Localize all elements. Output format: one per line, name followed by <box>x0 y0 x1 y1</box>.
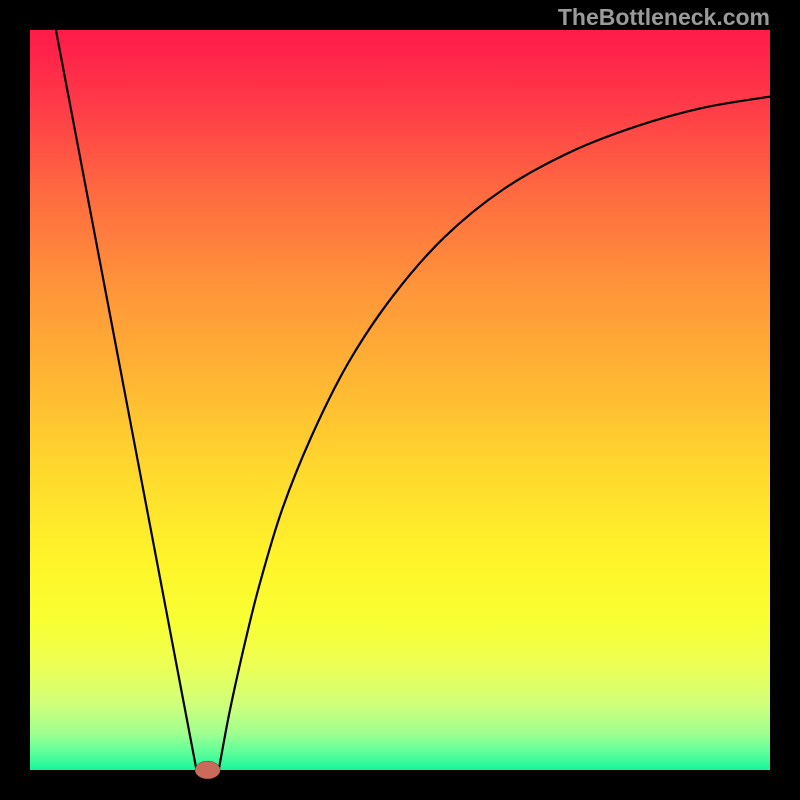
plot-area <box>30 30 770 770</box>
minimum-marker <box>195 761 220 779</box>
chart-container: TheBottleneck.com <box>0 0 800 800</box>
chart-svg <box>0 0 800 800</box>
watermark-text: TheBottleneck.com <box>558 4 770 31</box>
